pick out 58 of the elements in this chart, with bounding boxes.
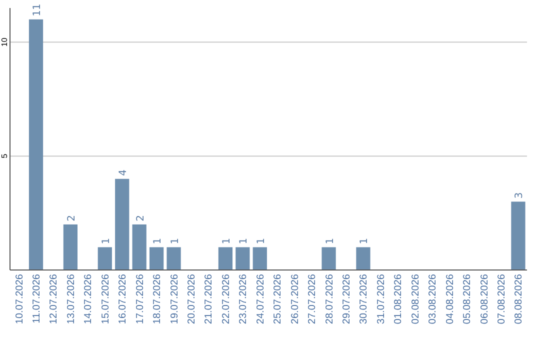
data-label: 2 [135,215,146,222]
data-label: 1 [238,238,250,244]
x-tick-label: 02.08.2026 [410,274,422,324]
y-tick-label: 5 [0,153,9,158]
x-tick-label: 05.08.2026 [462,274,474,324]
data-label: 4 [118,169,130,176]
bar [166,247,181,270]
x-tick-label: 29.07.2026 [342,274,352,324]
x-tick-label: 30.07.2026 [358,274,370,324]
bar [356,247,370,270]
data-label: 1 [152,238,164,244]
x-tick-label: 22.07.2026 [220,274,232,324]
x-tick-label: 12.07.2026 [48,274,60,324]
data-label: 1 [100,238,112,244]
x-tick-label: 16.07.2026 [118,274,129,324]
x-tick-label: 23.07.2026 [238,274,250,324]
data-label: 2 [66,215,78,222]
data-label: 1 [221,238,232,244]
x-tick-label: 19.07.2026 [169,274,180,324]
x-tick-label: 25.07.2026 [272,274,284,324]
x-tick-label: 28.07.2026 [324,274,336,324]
x-tick-label: 03.08.2026 [428,274,439,324]
bar [218,247,233,270]
data-label: 3 [514,192,526,199]
bar [28,19,44,270]
x-tick-label: 26.07.2026 [290,274,301,324]
bar [132,224,146,270]
x-tick-label: 13.07.2026 [66,274,77,324]
data-label: 1 [170,238,181,244]
x-tick-label: 01.08.2026 [393,274,404,324]
bar [98,247,112,270]
x-tick-label: 31.07.2026 [376,274,387,324]
bar [149,247,164,270]
data-label: 1 [324,238,336,244]
x-tick-label: 04.08.2026 [444,274,456,324]
x-tick-label: 17.07.2026 [134,274,146,324]
bar [63,224,78,270]
x-tick-label: 27.07.2026 [307,274,318,324]
x-tick-label: 07.08.2026 [496,274,508,324]
x-tick-label: 21.07.2026 [204,274,215,324]
x-tick-label: 20.07.2026 [186,274,198,324]
bar [322,247,336,270]
data-label: 11 [32,4,44,16]
bar [252,247,267,270]
x-tick-label: 24.07.2026 [255,274,266,324]
bar [511,202,526,270]
x-tick-label: 18.07.2026 [152,274,164,324]
data-label: 1 [359,238,370,244]
bar [236,247,250,270]
x-tick-label: 08.08.2026 [514,274,525,324]
bar [115,178,130,270]
x-tick-label: 10.07.2026 [14,274,26,324]
x-tick-label: 15.07.2026 [100,274,112,324]
data-label: 1 [256,238,267,244]
y-tick-label: 10 [0,37,9,47]
x-tick-label: 14.07.2026 [83,274,94,324]
x-tick-label: 11.07.2026 [32,274,43,324]
x-tick-label: 06.08.2026 [479,274,490,324]
